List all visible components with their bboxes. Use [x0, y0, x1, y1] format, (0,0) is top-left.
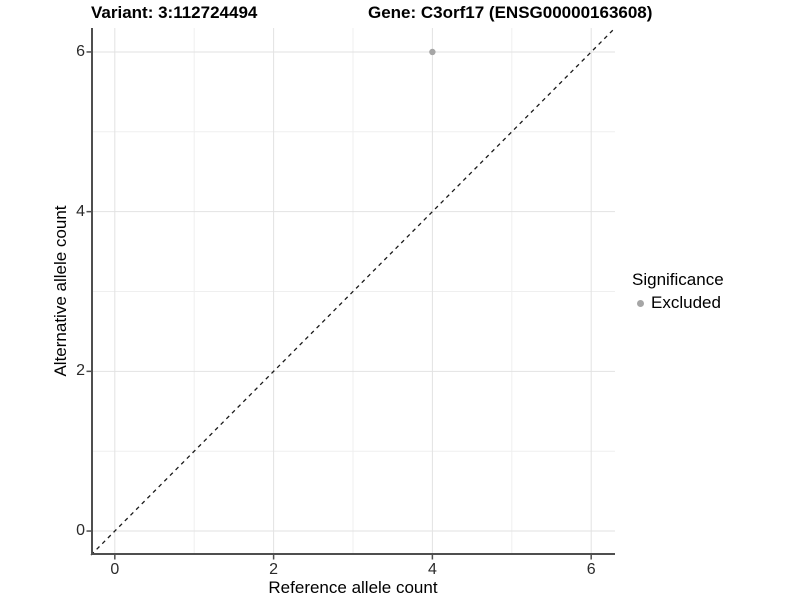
x-tick-label: 6	[586, 561, 596, 578]
y-axis-title: Alternative allele count	[51, 205, 70, 377]
identity-reference-line	[90, 27, 616, 556]
data-point	[429, 48, 436, 56]
x-tick-label: 0	[110, 561, 120, 578]
plot-title-variant: Variant: 3:112724494	[91, 3, 258, 22]
legend-entry-label: Excluded	[651, 293, 721, 312]
x-tick-label: 4	[427, 561, 437, 578]
y-tick-label: 4	[76, 202, 85, 220]
legend-title: Significance	[632, 270, 724, 289]
plot-panel	[86, 27, 616, 560]
y-tick-label: 6	[76, 42, 85, 60]
legend-entry: Excluded	[632, 293, 724, 313]
legend: Significance Excluded	[632, 270, 724, 313]
y-tick-label: 2	[76, 362, 85, 380]
plot-title-gene: Gene: C3orf17 (ENSG00000163608)	[368, 3, 653, 22]
x-axis-title: Reference allele count	[268, 578, 438, 597]
x-tick-label: 2	[269, 561, 279, 578]
y-tick-label: 0	[76, 522, 85, 540]
legend-point-icon	[637, 299, 644, 307]
